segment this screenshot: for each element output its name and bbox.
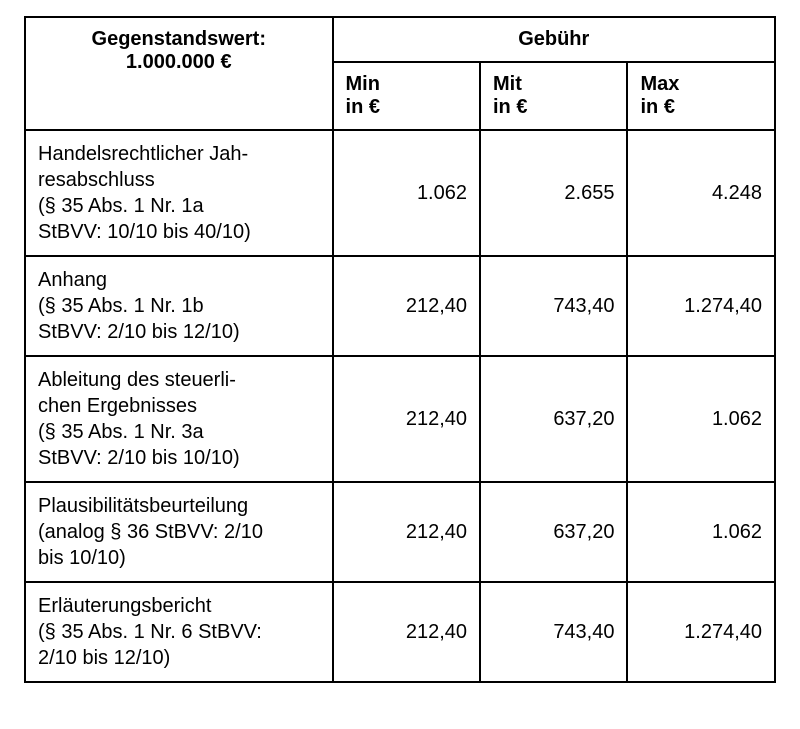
fee-table: Gegenstandswert: 1.000.000 € Gebühr Min … (24, 16, 776, 683)
row-max-value: 4.248 (627, 130, 775, 256)
row-max-value: 1.274,40 (627, 582, 775, 682)
row-mit-value: 2.655 (480, 130, 627, 256)
row-mit-value: 637,20 (480, 356, 627, 482)
col-header-max-line2: in € (640, 96, 762, 119)
row-description: Anhang(§ 35 Abs. 1 Nr. 1bStBVV: 2/10 bis… (25, 256, 333, 356)
row-mit-value: 743,40 (480, 582, 627, 682)
table-row: Plausibilitätsbeurteilung(analog § 36 St… (25, 482, 775, 582)
table-row: Handelsrechtlicher Jah-resabschluss(§ 35… (25, 130, 775, 256)
row-min-value: 212,40 (333, 582, 480, 682)
col-header-max-line1: Max (640, 73, 762, 96)
group-header: Gebühr (333, 17, 775, 62)
fee-table-body: Handelsrechtlicher Jah-resabschluss(§ 35… (25, 130, 775, 682)
row-mit-value: 743,40 (480, 256, 627, 356)
col-header-mit: Mit in € (480, 62, 627, 130)
row-min-value: 212,40 (333, 256, 480, 356)
row-description: Handelsrechtlicher Jah-resabschluss(§ 35… (25, 130, 333, 256)
col-header-min: Min in € (333, 62, 480, 130)
row-max-value: 1.062 (627, 482, 775, 582)
col-header-mit-line1: Mit (493, 73, 614, 96)
table-row: Erläuterungsbericht(§ 35 Abs. 1 Nr. 6 St… (25, 582, 775, 682)
table-row: Anhang(§ 35 Abs. 1 Nr. 1bStBVV: 2/10 bis… (25, 256, 775, 356)
col-header-max: Max in € (627, 62, 775, 130)
row-min-value: 1.062 (333, 130, 480, 256)
row-min-value: 212,40 (333, 482, 480, 582)
row-header-line1: Gegenstandswert: (92, 28, 266, 50)
col-header-mit-line2: in € (493, 96, 614, 119)
col-header-min-line1: Min (346, 73, 467, 96)
row-description: Ableitung des steuerli-chen Ergebnisses(… (25, 356, 333, 482)
row-max-value: 1.062 (627, 356, 775, 482)
row-header-line2: 1.000.000 € (126, 51, 232, 73)
row-min-value: 212,40 (333, 356, 480, 482)
row-description: Erläuterungsbericht(§ 35 Abs. 1 Nr. 6 St… (25, 582, 333, 682)
row-header: Gegenstandswert: 1.000.000 € (25, 17, 333, 130)
col-header-min-line2: in € (346, 96, 467, 119)
row-max-value: 1.274,40 (627, 256, 775, 356)
table-row: Ableitung des steuerli-chen Ergebnisses(… (25, 356, 775, 482)
row-mit-value: 637,20 (480, 482, 627, 582)
row-description: Plausibilitätsbeurteilung(analog § 36 St… (25, 482, 333, 582)
